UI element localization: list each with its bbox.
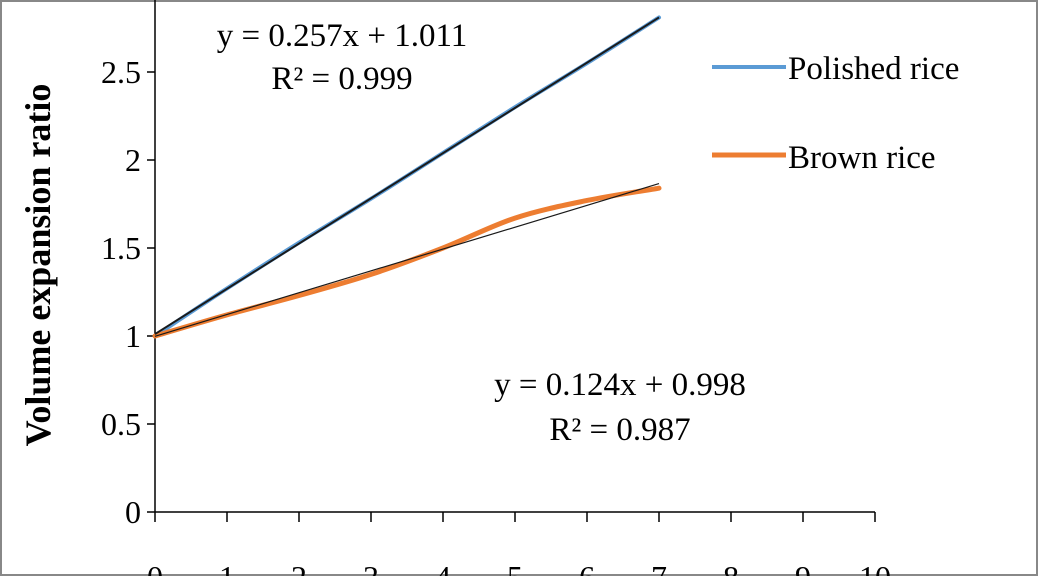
x-tick-label: 8 (723, 559, 739, 576)
x-tick-label: 3 (363, 559, 379, 576)
x-tick-label: 0 (147, 559, 163, 576)
brown-r2: R² = 0.987 (549, 412, 690, 448)
legend-label-polished-rice: Polished rice (788, 51, 959, 87)
y-ticks: 0 0.5 1 1.5 2 2.5 (101, 54, 155, 530)
y-tick-label: 0.5 (101, 406, 141, 442)
trendlines (154, 16, 660, 337)
legend-label-brown-rice: Brown rice (788, 140, 936, 176)
y-tick-label: 1 (125, 318, 141, 354)
y-tick-label: 1.5 (101, 230, 141, 266)
x-tick-label: 10 (859, 559, 891, 576)
legend: Polished rice Brown rice (712, 51, 959, 176)
x-tick-label: 2 (291, 559, 307, 576)
y-tick-label: 0 (125, 494, 141, 530)
y-tick-label: 2.5 (101, 54, 141, 90)
polished-equation: y = 0.257x + 1.011 (217, 18, 468, 54)
x-tick-label: 1 (219, 559, 235, 576)
y-tick-label: 2 (125, 142, 141, 178)
axes (154, 0, 875, 513)
x-ticks: 0 1 2 3 4 5 6 7 8 9 10 (147, 512, 891, 576)
y-axis-title: Volume expansion ratio (18, 84, 58, 447)
polished-r2: R² = 0.999 (271, 61, 412, 97)
trendline-polished-rice (154, 16, 660, 335)
trendline-brown-rice (154, 183, 660, 337)
x-tick-label: 5 (507, 559, 523, 576)
x-tick-label: 6 (579, 559, 595, 576)
x-tick-label: 9 (795, 559, 811, 576)
x-tick-label: 4 (435, 559, 451, 576)
brown-equation: y = 0.124x + 0.998 (494, 367, 746, 403)
x-tick-label: 7 (651, 559, 667, 576)
